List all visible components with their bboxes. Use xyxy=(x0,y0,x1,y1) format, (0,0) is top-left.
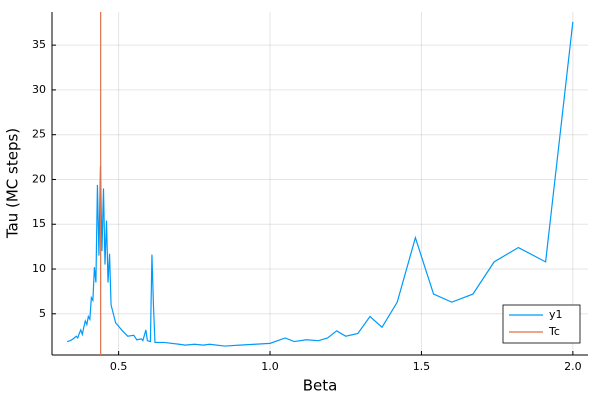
y-tick-label: 25 xyxy=(32,128,46,141)
legend-box xyxy=(502,304,581,344)
legend-label: y1 xyxy=(549,308,563,321)
y-tick-label: 5 xyxy=(39,307,46,320)
data-line xyxy=(66,21,574,347)
x-tick-label: 0.5 xyxy=(110,360,128,373)
y-tick-label: 15 xyxy=(32,217,46,230)
y-tick-label: 30 xyxy=(32,83,46,96)
y-tick-label: 10 xyxy=(32,262,46,275)
legend-label: Tc xyxy=(548,325,560,338)
x-tick-label: 2.0 xyxy=(564,360,582,373)
x-tick-label: 1.5 xyxy=(413,360,431,373)
y-axis-label: Tau (MC steps) xyxy=(4,128,22,239)
y-tick-label: 20 xyxy=(32,172,46,185)
x-tick-label: 1.0 xyxy=(261,360,279,373)
y-tick-label: 35 xyxy=(32,38,46,51)
x-axis-label: Beta xyxy=(303,377,338,395)
